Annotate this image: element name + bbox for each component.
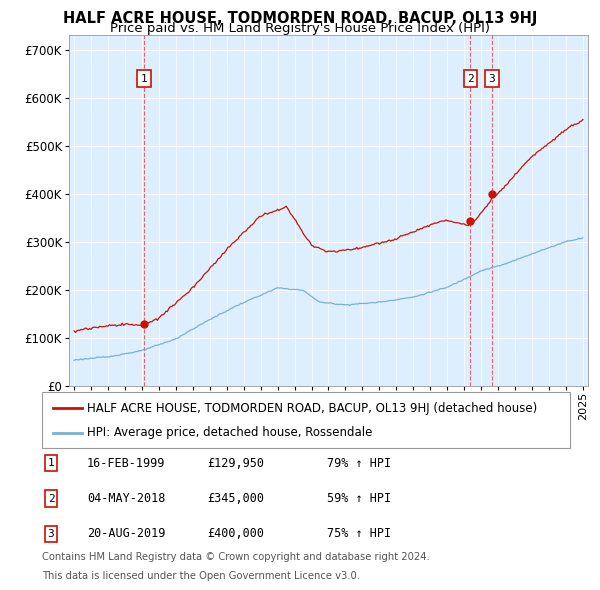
Text: 75% ↑ HPI: 75% ↑ HPI xyxy=(327,527,391,540)
Text: £400,000: £400,000 xyxy=(207,527,264,540)
Text: £345,000: £345,000 xyxy=(207,492,264,505)
Text: This data is licensed under the Open Government Licence v3.0.: This data is licensed under the Open Gov… xyxy=(42,571,360,581)
Text: £129,950: £129,950 xyxy=(207,457,264,470)
Text: HPI: Average price, detached house, Rossendale: HPI: Average price, detached house, Ross… xyxy=(87,426,372,439)
Text: 20-AUG-2019: 20-AUG-2019 xyxy=(87,527,166,540)
Text: Price paid vs. HM Land Registry's House Price Index (HPI): Price paid vs. HM Land Registry's House … xyxy=(110,22,490,35)
Text: 2: 2 xyxy=(467,74,474,84)
Text: HALF ACRE HOUSE, TODMORDEN ROAD, BACUP, OL13 9HJ (detached house): HALF ACRE HOUSE, TODMORDEN ROAD, BACUP, … xyxy=(87,402,537,415)
Text: 79% ↑ HPI: 79% ↑ HPI xyxy=(327,457,391,470)
FancyBboxPatch shape xyxy=(42,392,570,448)
Text: 1: 1 xyxy=(47,458,55,468)
Text: HALF ACRE HOUSE, TODMORDEN ROAD, BACUP, OL13 9HJ: HALF ACRE HOUSE, TODMORDEN ROAD, BACUP, … xyxy=(63,11,537,25)
Text: Contains HM Land Registry data © Crown copyright and database right 2024.: Contains HM Land Registry data © Crown c… xyxy=(42,552,430,562)
Text: 3: 3 xyxy=(488,74,495,84)
Text: 59% ↑ HPI: 59% ↑ HPI xyxy=(327,492,391,505)
Text: 1: 1 xyxy=(140,74,148,84)
Text: 16-FEB-1999: 16-FEB-1999 xyxy=(87,457,166,470)
Text: 3: 3 xyxy=(47,529,55,539)
Text: 04-MAY-2018: 04-MAY-2018 xyxy=(87,492,166,505)
Text: 2: 2 xyxy=(47,494,55,503)
